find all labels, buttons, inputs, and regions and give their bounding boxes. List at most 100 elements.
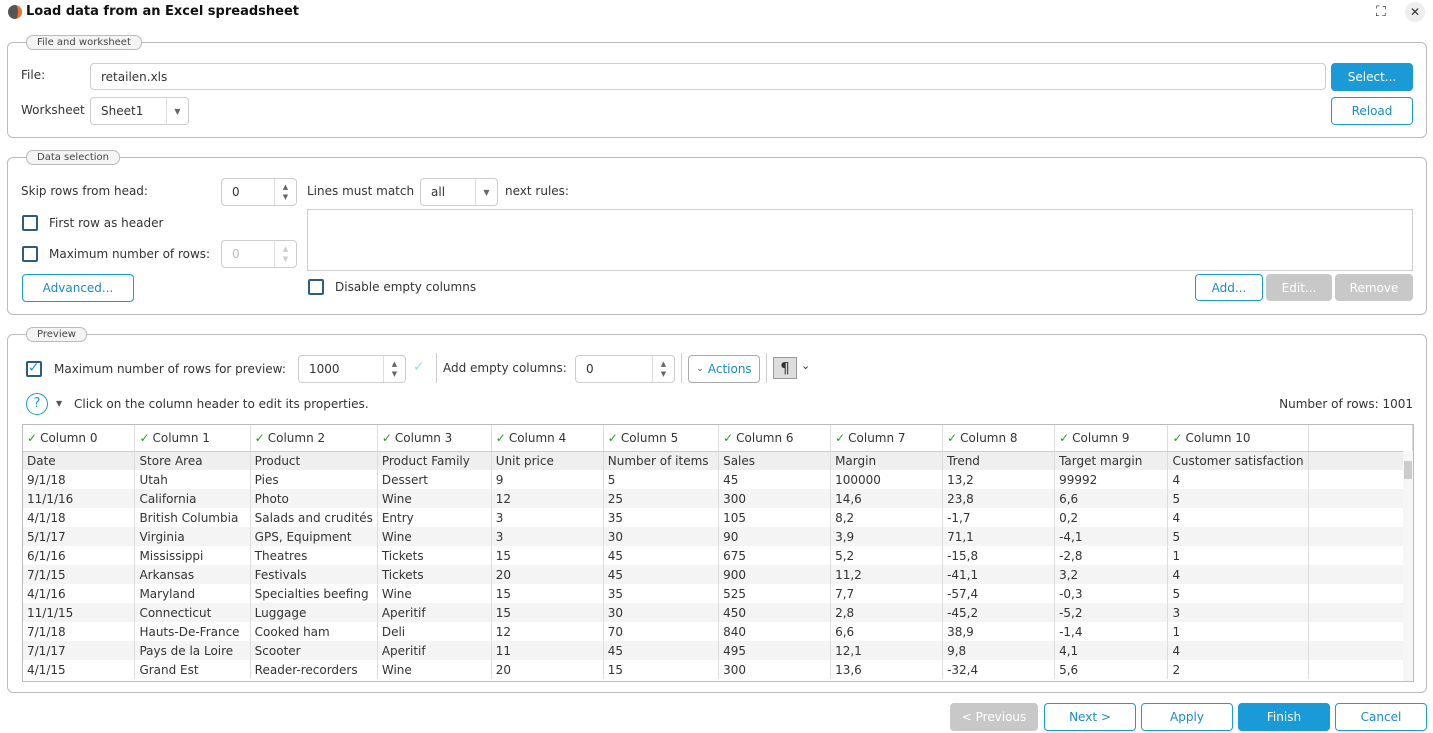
- cancel-button[interactable]: Cancel: [1335, 703, 1427, 731]
- remove-rule-button[interactable]: Remove: [1335, 274, 1413, 301]
- row-count: Number of rows: 1001: [1279, 397, 1413, 411]
- disable-empty-checkbox[interactable]: [308, 279, 324, 295]
- table-cell: 45: [603, 565, 720, 584]
- table-cell: 70: [603, 622, 720, 641]
- table-cell: Date: [23, 451, 136, 470]
- table-cell: -41,1: [942, 565, 1056, 584]
- table-cell: 11: [491, 641, 604, 660]
- table-cell: 4/1/18: [23, 508, 136, 527]
- column-header[interactable]: ✓ Column 0: [23, 425, 136, 452]
- match-select[interactable]: all ▼: [420, 178, 498, 206]
- column-header[interactable]: ✓ Column 9: [1054, 425, 1169, 452]
- table-cell: Hauts-De-France: [134, 622, 251, 641]
- max-rows-preview-checkbox[interactable]: ✓: [26, 361, 42, 377]
- table-row: 11/1/16 California Photo Wine 12 25 300 14,6 23,…: [23, 489, 1413, 508]
- add-empty-input[interactable]: 0 ▲ ▼: [575, 355, 675, 383]
- table-cell: 525: [718, 584, 832, 603]
- table-cell: Margin: [830, 451, 944, 470]
- table-cell: 14,6: [830, 489, 944, 508]
- column-header[interactable]: ✓ Column 6: [718, 425, 832, 452]
- maximize-icon[interactable]: ⛶: [1376, 4, 1386, 20]
- column-header-label: Column 7: [848, 430, 906, 445]
- reload-button[interactable]: Reload: [1331, 97, 1413, 125]
- column-header[interactable]: ✓ Column 5: [603, 425, 720, 452]
- table-row: 4/1/15 Grand Est Reader-recorders Wine 20 15 3…: [23, 660, 1413, 679]
- apply-button[interactable]: Apply: [1141, 703, 1233, 731]
- table-cell: Store Area: [134, 451, 251, 470]
- table-cell: 450: [718, 603, 832, 622]
- add-empty-label: Add empty columns:: [443, 361, 567, 375]
- spinner-icon[interactable]: ▲ ▼: [652, 356, 674, 382]
- column-header[interactable]: ✓ Column 2: [250, 425, 378, 452]
- table-cell: Wine: [377, 584, 492, 603]
- column-header[interactable]: ✓ Column 1: [134, 425, 251, 452]
- close-icon[interactable]: ✕: [1405, 2, 1425, 22]
- skip-rows-label: Skip rows from head:: [21, 184, 148, 198]
- spinner-icon[interactable]: ▲ ▼: [383, 356, 405, 382]
- table-row: Date Store Area Product Product Family Unit …: [23, 451, 1413, 470]
- previous-button[interactable]: < Previous: [950, 703, 1038, 731]
- table-cell: 15: [491, 603, 604, 622]
- column-header[interactable]: ✓ Column 10: [1167, 425, 1309, 452]
- table-cell: 7/1/15: [23, 565, 136, 584]
- table-cell: 105: [718, 508, 832, 527]
- finish-button[interactable]: Finish: [1238, 703, 1330, 731]
- select-file-button[interactable]: Select...: [1331, 63, 1413, 91]
- vertical-scrollbar[interactable]: [1403, 451, 1413, 681]
- pilcrow-toggle[interactable]: ¶: [773, 357, 797, 379]
- column-header[interactable]: ✓ Column 4: [491, 425, 604, 452]
- table-cell-filler: [1308, 584, 1413, 603]
- table-cell: 6,6: [830, 622, 944, 641]
- advanced-button[interactable]: Advanced...: [22, 274, 134, 302]
- table-cell: 4/1/16: [23, 584, 136, 603]
- table-cell: -1,4: [1054, 622, 1169, 641]
- table-cell: Festivals: [250, 565, 378, 584]
- max-rows-input[interactable]: 0 ▲ ▼: [221, 240, 297, 268]
- table-cell: 4: [1167, 470, 1309, 489]
- column-header[interactable]: ✓ Column 8: [942, 425, 1056, 452]
- table-cell: Aperitif: [377, 641, 492, 660]
- table-cell: -2,8: [1054, 546, 1169, 565]
- worksheet-select[interactable]: Sheet1 ▼: [90, 97, 189, 125]
- first-row-header-checkbox[interactable]: [22, 215, 38, 231]
- column-header[interactable]: ✓ Column 3: [377, 425, 492, 452]
- section-legend: Data selection: [26, 150, 121, 165]
- table-cell: 13,6: [830, 660, 944, 679]
- table-cell: Maryland: [134, 584, 251, 603]
- table-cell: 12: [491, 622, 604, 641]
- max-rows-checkbox[interactable]: [22, 246, 38, 262]
- table-row: 6/1/16 Mississippi Theatres Tickets 15 45 675 5…: [23, 546, 1413, 565]
- rules-list[interactable]: [307, 209, 1413, 271]
- table-cell: 5: [603, 470, 720, 489]
- table-cell: 99992: [1054, 470, 1169, 489]
- spinner-icon[interactable]: ▲ ▼: [274, 179, 296, 205]
- next-button[interactable]: Next >: [1044, 703, 1136, 731]
- add-rule-button[interactable]: Add...: [1195, 274, 1263, 301]
- table-cell: 100000: [830, 470, 944, 489]
- max-rows-preview-input[interactable]: 1000 ▲ ▼: [298, 355, 406, 383]
- table-cell: 3: [491, 508, 604, 527]
- table-row: 7/1/15 Arkansas Festivals Tickets 20 45 900 11,…: [23, 565, 1413, 584]
- caret-down-icon[interactable]: ▼: [56, 399, 63, 408]
- table-cell: 7/1/17: [23, 641, 136, 660]
- column-header[interactable]: ✓ Column 7: [830, 425, 944, 452]
- table-cell: 13,2: [942, 470, 1056, 489]
- table-cell: 4/1/15: [23, 660, 136, 679]
- actions-button[interactable]: ⌄ Actions: [688, 355, 760, 383]
- spinner-icon[interactable]: ▲ ▼: [274, 241, 296, 267]
- preview-table[interactable]: ✓ Column 0 ✓ Column 1 ✓ Column 2 ✓ Column 3 ✓ Col…: [22, 424, 1414, 682]
- skip-rows-input[interactable]: 0 ▲ ▼: [221, 178, 297, 206]
- file-input[interactable]: retailen.xls: [90, 63, 1326, 90]
- table-cell: Theatres: [250, 546, 378, 565]
- chevron-down-icon[interactable]: ⌄: [801, 359, 811, 372]
- column-header-filler: [1308, 425, 1413, 452]
- table-cell: 71,1: [942, 527, 1056, 546]
- help-icon[interactable]: ?: [26, 393, 48, 415]
- table-cell: 6/1/16: [23, 546, 136, 565]
- table-cell: Pies: [250, 470, 378, 489]
- apply-check-icon[interactable]: ✓: [413, 359, 425, 375]
- edit-rule-button[interactable]: Edit...: [1266, 274, 1332, 301]
- table-cell: Specialties beefing: [250, 584, 378, 603]
- table-cell-filler: [1308, 660, 1413, 679]
- table-cell: 300: [718, 660, 832, 679]
